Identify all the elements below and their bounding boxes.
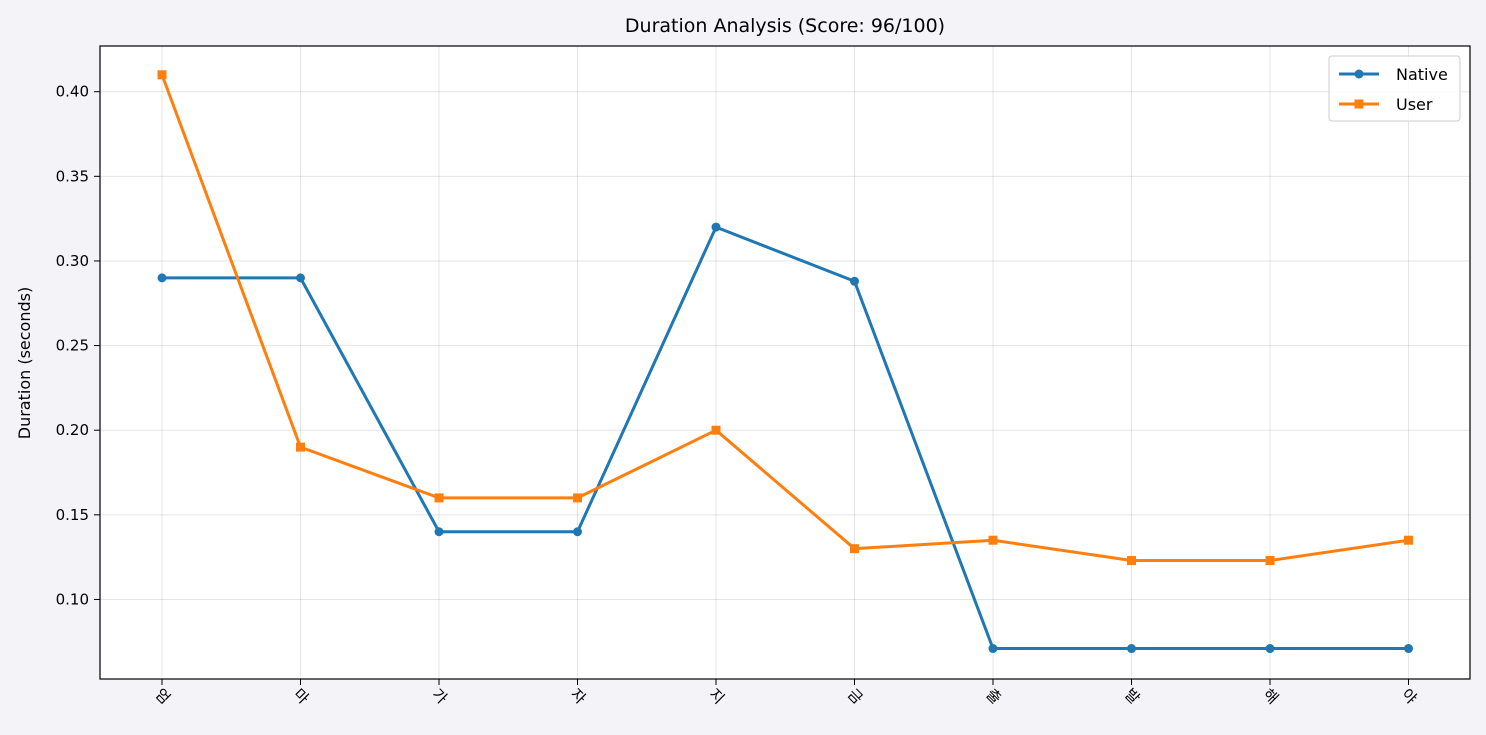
grid-lines [100, 46, 1470, 679]
x-tick-label: 자 [567, 685, 590, 708]
data-point-native [434, 527, 444, 537]
data-point-native [850, 276, 859, 286]
data-point-user [296, 442, 305, 452]
x-tick-label: 지 [705, 685, 727, 707]
legend-marker-user [1354, 99, 1364, 109]
x-tick-label: 금 [844, 685, 867, 708]
y-tick-label: 0.40 [56, 83, 89, 101]
plot-frame [99, 45, 1471, 680]
y-tick-label: 0.30 [56, 252, 89, 270]
data-point-user [434, 493, 444, 503]
data-point-native [573, 527, 582, 537]
data-point-user [1404, 535, 1413, 545]
series-line-native [162, 225, 1409, 651]
legend: Native User [1328, 55, 1461, 122]
data-point-native [157, 273, 167, 283]
data-point-user [850, 544, 859, 554]
chart-title: Duration Analysis (Score: 96/100) [625, 15, 945, 37]
legend-label-native: Native [1396, 65, 1448, 84]
y-tick-label: 0.25 [56, 337, 89, 355]
x-tick-label: 엄 [151, 685, 173, 707]
x-tick-label: 가 [428, 685, 451, 708]
y-axis-label: Duration (seconds) [15, 287, 34, 439]
x-tick-label: 해 [1259, 685, 1281, 707]
data-point-native [1127, 644, 1136, 654]
x-tick-label: 발 [1121, 685, 1144, 708]
legend-label-user: User [1396, 95, 1433, 114]
series-layer [157, 70, 1413, 654]
data-point-user [573, 493, 582, 503]
series-line-user [160, 74, 1409, 563]
data-point-user [988, 535, 998, 545]
x-tick-label: 출 [982, 685, 1004, 707]
data-point-native [711, 222, 721, 232]
y-tick-label: 0.15 [56, 506, 89, 524]
data-point-user [1265, 556, 1275, 566]
legend-marker-native [1354, 69, 1364, 79]
data-point-user [1127, 556, 1136, 566]
plot-area [100, 46, 1470, 679]
x-tick-label: 야 [1398, 685, 1421, 708]
y-tick-label: 0.10 [56, 590, 89, 608]
data-point-native [296, 273, 305, 283]
y-tick-label: 0.20 [56, 421, 89, 439]
data-point-user [157, 70, 167, 80]
data-point-native [1404, 644, 1413, 654]
data-point-native [1265, 644, 1275, 654]
y-tick-label: 0.35 [56, 167, 89, 185]
x-tick-label: 마 [290, 685, 313, 708]
data-point-user [711, 425, 721, 435]
data-point-native [988, 644, 998, 654]
